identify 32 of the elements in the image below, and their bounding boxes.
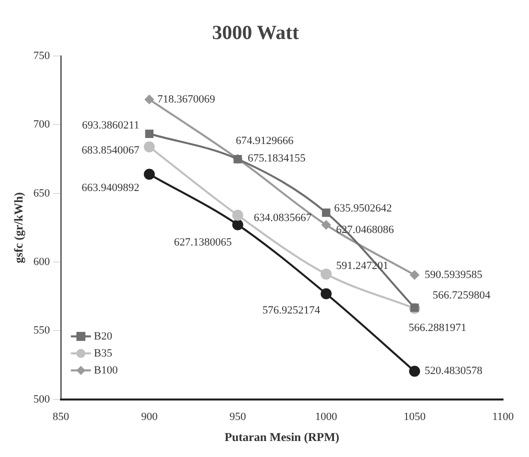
- x-tick-label: 900: [141, 410, 158, 423]
- data-label: 675.1834155: [248, 152, 306, 165]
- data-label: 566.2881971: [408, 322, 466, 334]
- legend-label: B35: [94, 347, 113, 360]
- legend-label: B20: [94, 330, 113, 342]
- data-label: 590.5939585: [424, 268, 483, 281]
- y-tick-label: 750: [33, 50, 50, 62]
- data-label: 718.3670069: [157, 93, 216, 106]
- y-tick-label: 600: [33, 256, 50, 268]
- x-axis-title: Putaran Mesin (RPM): [224, 430, 340, 444]
- data-label: 520.4830578: [424, 365, 483, 378]
- y-tick-label: 500: [33, 393, 50, 406]
- x-tick-label: 1000: [315, 410, 338, 423]
- data-label: 674.9129666: [236, 135, 294, 148]
- data-label: 627.1380065: [174, 236, 232, 249]
- data-label: 566.7259804: [432, 290, 491, 302]
- data-label: 683.8540067: [82, 144, 140, 157]
- y-axis-title: gsfc (gr/kWh): [11, 192, 26, 264]
- y-tick-label: 650: [33, 187, 50, 200]
- data-label: 693.3860211: [82, 120, 140, 132]
- y-tick-label: 550: [33, 324, 50, 337]
- x-tick-label: 850: [52, 410, 70, 423]
- x-tick-label: 1100: [492, 410, 514, 423]
- y-tick-label: 700: [33, 118, 50, 131]
- x-tick-label: 950: [229, 410, 246, 423]
- x-tick-label: 1050: [404, 410, 426, 423]
- data-label: 634.0835667: [254, 212, 312, 224]
- chart-title: 3000 Watt: [212, 22, 300, 44]
- legend-label: B100: [94, 364, 118, 376]
- data-label: 635.9502642: [334, 202, 392, 215]
- data-label: 663.9409892: [82, 182, 140, 194]
- data-label: 576.9252174: [262, 304, 321, 317]
